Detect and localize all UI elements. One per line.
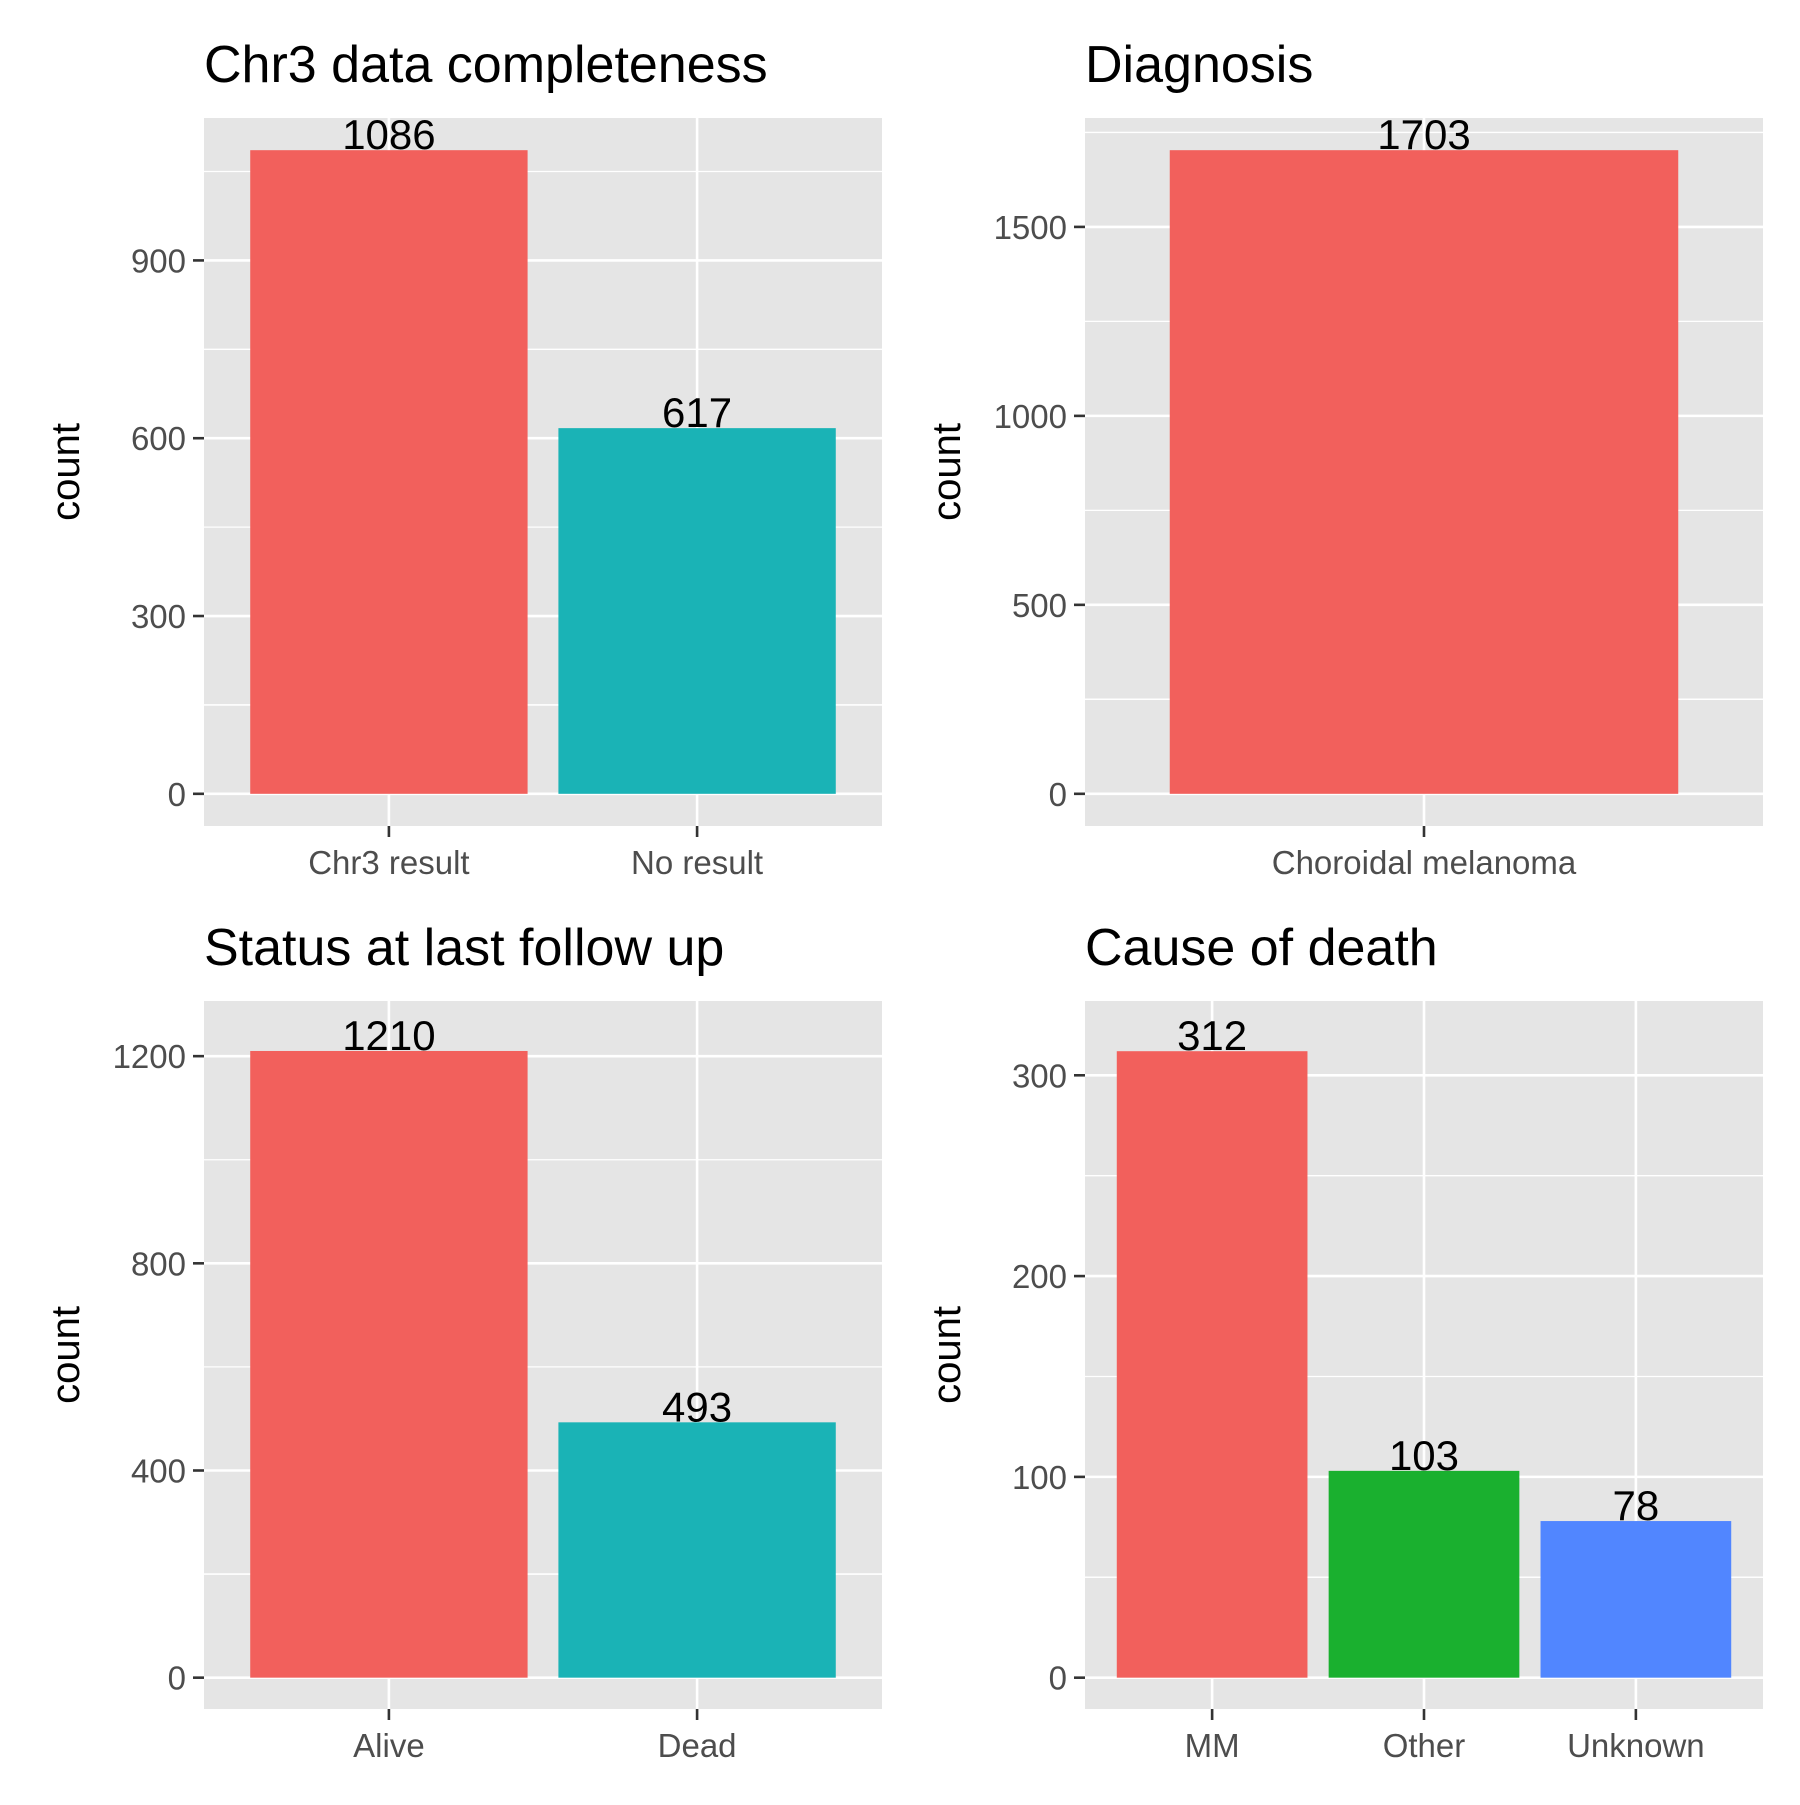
y-tick-label: 0 (1049, 1660, 1067, 1697)
y-tick-label: 1000 (994, 398, 1067, 435)
x-tick-label-other: Other (1383, 1727, 1466, 1764)
x-tick-label-choroidal-melanoma: Choroidal melanoma (1272, 844, 1577, 881)
y-tick-label: 200 (1012, 1258, 1067, 1295)
chart-panel-4: 312 103 78 0 100 200 300 MM Other Unknown count Cau… (925, 919, 1763, 1764)
y-tick-label: 800 (131, 1245, 186, 1282)
data-label-choroidal-melanoma: 1703 (1377, 111, 1470, 158)
panel-title: Diagnosis (1085, 36, 1313, 94)
bar-mm (1116, 1051, 1308, 1678)
data-label-mm: 312 (1177, 1012, 1247, 1059)
chart-panel-2: 1703 0 500 1000 1500 Choroidal melanoma count D… (925, 36, 1763, 881)
data-label-other: 103 (1389, 1432, 1459, 1479)
bar-dead (558, 1422, 836, 1678)
y-tick-label: 0 (168, 1660, 186, 1697)
data-label-no-result: 617 (662, 389, 732, 436)
x-tick-label-mm: MM (1185, 1727, 1240, 1764)
y-tick-label: 500 (1012, 587, 1067, 624)
y-tick-label: 1200 (113, 1038, 186, 1075)
chart-panel-1: 1086 617 0 300 600 900 Chr3 result No result cou… (44, 36, 882, 881)
y-tick-label: 300 (1012, 1057, 1067, 1094)
y-axis-title: count (44, 1306, 88, 1404)
data-label-dead: 493 (662, 1383, 732, 1430)
y-tick-label: 400 (131, 1452, 186, 1489)
bar-choroidal-melanoma (1169, 150, 1679, 794)
chart-panel-3: 1210 493 0 400 800 1200 Alive Dead count Status a… (44, 919, 882, 1764)
y-axis-title: count (44, 423, 88, 521)
y-tick-label: 900 (131, 242, 186, 279)
panel-title: Chr3 data completeness (204, 36, 768, 94)
bar-no-result (558, 428, 836, 794)
y-tick-label: 1500 (994, 209, 1067, 246)
data-label-unknown: 78 (1613, 1482, 1660, 1529)
y-axis-title: count (925, 423, 969, 521)
data-label-chr3-result: 1086 (342, 111, 435, 158)
x-tick-label-dead: Dead (658, 1727, 737, 1764)
y-tick-label: 600 (131, 420, 186, 457)
x-tick-label-chr3-result: Chr3 result (308, 844, 469, 881)
y-axis-title: count (925, 1306, 969, 1404)
panel-title: Cause of death (1085, 919, 1438, 977)
x-tick-label-alive: Alive (353, 1727, 425, 1764)
x-tick-label-unknown: Unknown (1567, 1727, 1705, 1764)
y-tick-label: 300 (131, 598, 186, 635)
bar-other (1328, 1470, 1520, 1678)
data-label-alive: 1210 (342, 1012, 435, 1059)
panel-title: Status at last follow up (204, 919, 724, 977)
bar-chr3-result (250, 150, 528, 794)
y-tick-label: 0 (168, 776, 186, 813)
bar-unknown (1540, 1521, 1732, 1678)
y-tick-label: 0 (1049, 776, 1067, 813)
x-tick-label-no-result: No result (631, 844, 763, 881)
bar-alive (250, 1050, 528, 1678)
y-tick-label: 100 (1012, 1459, 1067, 1496)
